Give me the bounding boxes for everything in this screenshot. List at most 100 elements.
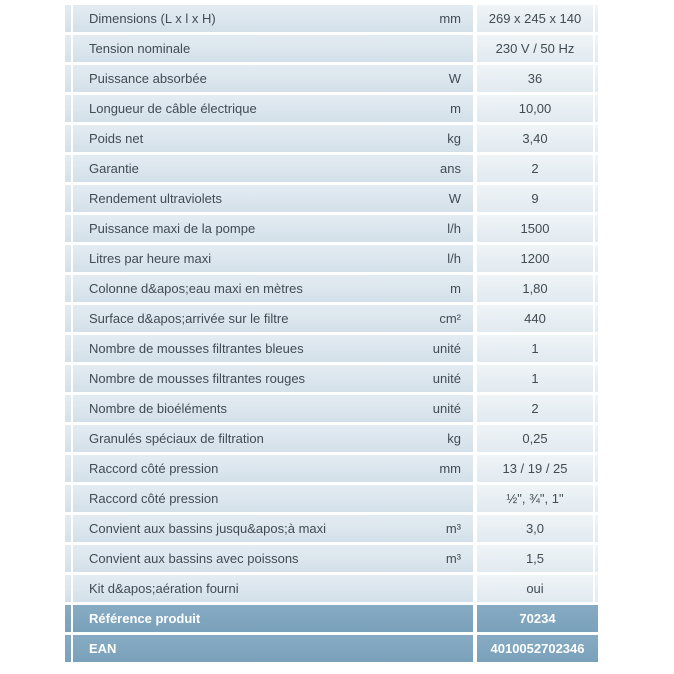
attribute-label: Granulés spéciaux de filtration [89,431,264,446]
attribute-label: Puissance maxi de la pompe [89,221,256,236]
unit-label: l/h [447,251,461,266]
unit-label: mm [439,461,461,476]
attribute-cell: Raccord côté pression [73,485,473,512]
value-cell: 13 / 19 / 25 [477,455,593,482]
row-left-spacer [65,95,71,122]
value-cell: ½", ¾", 1" [477,485,593,512]
row-right-spacer [595,65,598,92]
row-right-spacer [595,485,598,512]
attribute-label: Colonne d&apos;eau maxi en mètres [89,281,303,296]
row-left-spacer [65,365,71,392]
attribute-cell: Dimensions (L x l x H) mm [73,5,473,32]
attribute-label: Longueur de câble électrique [89,101,257,116]
attribute-cell: Puissance absorbée W [73,65,473,92]
value-cell: 2 [477,155,593,182]
row-left-spacer [65,605,71,632]
value-cell: 1500 [477,215,593,242]
attribute-cell: Poids net kg [73,125,473,152]
row-left-spacer [65,275,71,302]
value-cell: 1 [477,365,593,392]
unit-label: unité [432,341,461,356]
attribute-label: Surface d&apos;arrivée sur le filtre [89,311,289,326]
value-cell: 36 [477,65,593,92]
spec-row: Convient aux bassins jusqu&apos;à maxi m³… [65,515,598,542]
spec-row: Poids net kg 3,40 [65,125,598,152]
row-left-spacer [65,305,71,332]
unit-label: cm² [439,311,461,326]
row-right-spacer [595,305,598,332]
unit-label: ans [440,161,461,176]
row-right-spacer [595,35,598,62]
row-right-spacer [595,155,598,182]
attribute-label: Dimensions (L x l x H) [89,11,216,26]
attribute-cell: Kit d&apos;aération fourni [73,575,473,602]
attribute-cell: Litres par heure maxi l/h [73,245,473,272]
unit-label: unité [432,401,461,416]
attribute-cell: Colonne d&apos;eau maxi en mètres m [73,275,473,302]
footer-attribute-cell: Référence produit [73,605,473,632]
row-left-spacer [65,545,71,572]
row-right-spacer [595,95,598,122]
row-right-spacer [595,125,598,152]
value-cell: 1200 [477,245,593,272]
spec-row: Kit d&apos;aération fourni oui [65,575,598,602]
attribute-cell: Convient aux bassins jusqu&apos;à maxi m³ [73,515,473,542]
attribute-label: Convient aux bassins jusqu&apos;à maxi [89,521,327,536]
spec-table: Dimensions (L x l x H) mm 269 x 245 x 140 T… [65,5,598,665]
row-left-spacer [65,335,71,362]
row-right-spacer [595,275,598,302]
attribute-cell: Longueur de câble électrique m [73,95,473,122]
row-left-spacer [65,575,71,602]
attribute-cell: Raccord côté pression mm [73,455,473,482]
attribute-label: Puissance absorbée [89,71,207,86]
row-left-spacer [65,515,71,542]
attribute-label: Litres par heure maxi [89,251,212,266]
spec-row: Puissance maxi de la pompe l/h 1500 [65,215,598,242]
attribute-cell: Rendement ultraviolets W [73,185,473,212]
unit-label: m³ [445,521,461,536]
value-cell: 1,5 [477,545,593,572]
row-right-spacer [595,575,598,602]
unit-label: kg [447,431,461,446]
row-right-spacer [595,215,598,242]
spec-row: Rendement ultraviolets W 9 [65,185,598,212]
unit-label: m [450,101,461,116]
spec-row: Litres par heure maxi l/h 1200 [65,245,598,272]
unit-label: mm [439,11,461,26]
row-left-spacer [65,245,71,272]
value-cell: 3,40 [477,125,593,152]
footer-value-cell: 70234 [477,605,598,632]
attribute-cell: Puissance maxi de la pompe l/h [73,215,473,242]
row-left-spacer [65,65,71,92]
row-right-spacer [595,335,598,362]
unit-label: unité [432,371,461,386]
footer-attribute-label: Référence produit [89,611,201,626]
attribute-cell: Nombre de mousses filtrantes bleues unité [73,335,473,362]
attribute-label: Nombre de bioéléments [89,401,228,416]
row-right-spacer [595,425,598,452]
row-left-spacer [65,425,71,452]
row-right-spacer [595,5,598,32]
spec-row: Raccord côté pression ½", ¾", 1" [65,485,598,512]
spec-row: Tension nominale 230 V / 50 Hz [65,35,598,62]
row-right-spacer [595,185,598,212]
value-cell: 230 V / 50 Hz [477,35,593,62]
unit-label: m³ [445,551,461,566]
unit-label: kg [447,131,461,146]
row-right-spacer [595,545,598,572]
attribute-cell: Garantie ans [73,155,473,182]
attribute-label: Raccord côté pression [89,461,219,476]
value-cell: 9 [477,185,593,212]
spec-row: Convient aux bassins avec poissons m³ 1,5 [65,545,598,572]
attribute-cell: Nombre de bioéléments unité [73,395,473,422]
attribute-cell: Granulés spéciaux de filtration kg [73,425,473,452]
row-right-spacer [595,365,598,392]
attribute-label: Raccord côté pression [89,491,219,506]
value-cell: 1,80 [477,275,593,302]
attribute-label: Kit d&apos;aération fourni [89,581,239,596]
row-left-spacer [65,155,71,182]
footer-attribute-label: EAN [89,641,117,656]
attribute-cell: Nombre de mousses filtrantes rouges unité [73,365,473,392]
spec-row: Puissance absorbée W 36 [65,65,598,92]
spec-row: Nombre de mousses filtrantes rouges unité… [65,365,598,392]
